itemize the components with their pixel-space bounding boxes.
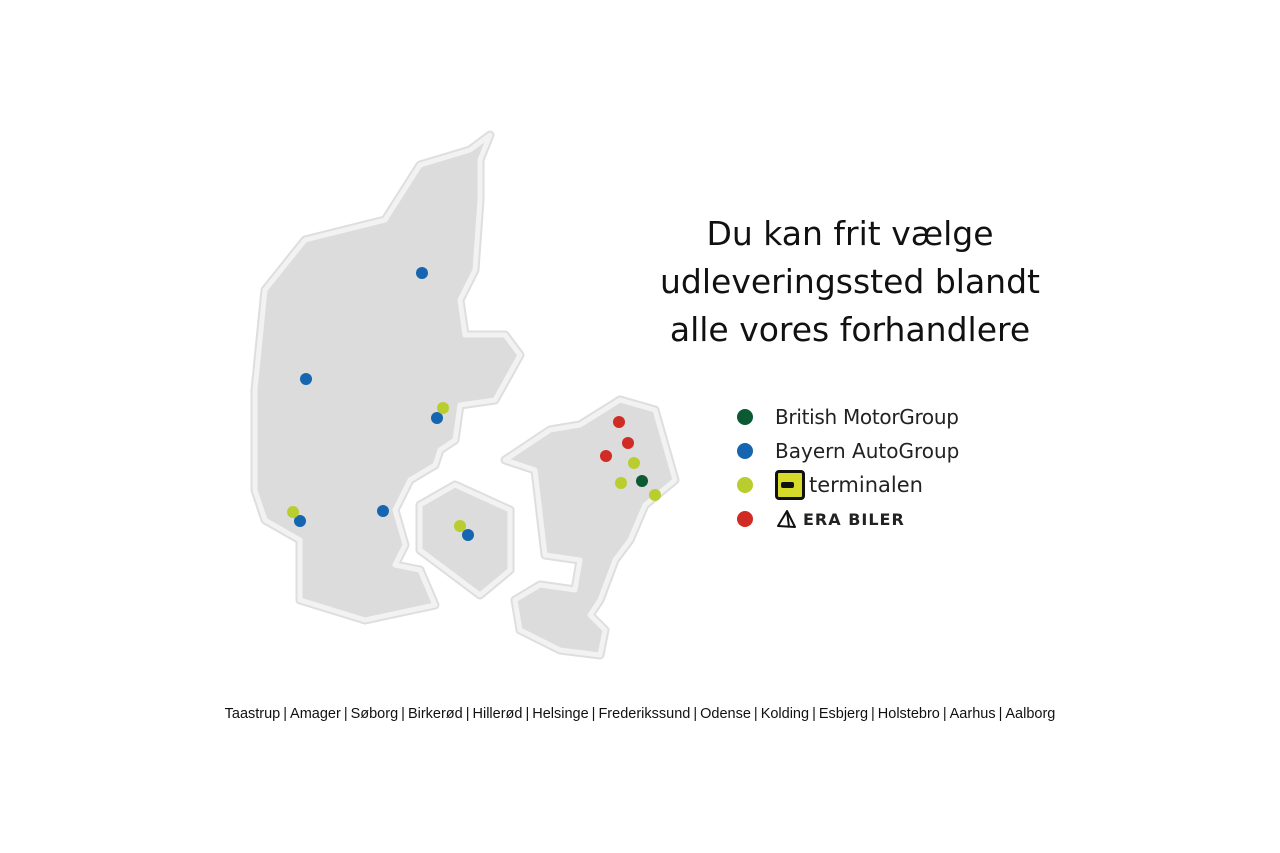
headline-line: alle vores forhandlere [669, 310, 1031, 349]
terminalen-brand: terminalen [775, 470, 923, 500]
city-name: Aarhus [949, 706, 996, 722]
legend-label: Bayern AutoGroup [775, 439, 960, 463]
dealer-marker [300, 373, 312, 385]
city-name: Odense [700, 706, 751, 722]
legend-dot [737, 409, 753, 425]
city-separator: | [871, 706, 875, 722]
dealer-marker [294, 515, 306, 527]
legend-dot [737, 477, 753, 493]
legend-item-bayern-autogroup: Bayern AutoGroup [737, 434, 959, 468]
dealer-marker [615, 477, 627, 489]
legend-item-british-motorgroup: British MotorGroup [737, 400, 959, 434]
legend-label: terminalen [809, 473, 923, 497]
city-list: Taastrup | Amager | Søborg | Birkerød | Hillerød… [0, 706, 1280, 722]
era-brand: ERA BILER [775, 509, 905, 529]
legend-dot [737, 443, 753, 459]
headline: Du kan frit vælge udleveringssted blandt… [620, 210, 1080, 354]
legend-label: ERA BILER [803, 509, 905, 529]
city-separator: | [591, 706, 596, 722]
city-separator: | [942, 706, 947, 722]
city-separator: | [693, 706, 698, 722]
dealer-marker [613, 416, 625, 428]
city-name: Helsinge [532, 706, 589, 722]
city-name: Kolding [760, 706, 810, 722]
city-separator: | [283, 706, 288, 722]
city-name: Aalborg [1005, 706, 1056, 722]
terminalen-logo-icon [775, 470, 805, 500]
city-separator: | [401, 706, 405, 722]
dealer-marker [437, 402, 449, 414]
city-separator: | [812, 706, 816, 722]
legend-dot [737, 511, 753, 527]
city-name: Birkerød [407, 706, 463, 722]
region-jylland [250, 130, 525, 625]
dealer-marker [649, 489, 661, 501]
city-name: Esbjerg [818, 706, 869, 722]
dealer-marker [628, 457, 640, 469]
dealer-marker [600, 450, 612, 462]
city-separator: | [343, 706, 348, 722]
region-sjaelland [500, 395, 680, 660]
city-name: Amager [290, 706, 341, 722]
legend: British MotorGroup Bayern AutoGroup term… [737, 400, 959, 536]
city-separator: | [465, 706, 470, 722]
legend-label: British MotorGroup [775, 405, 959, 429]
dealer-marker [287, 506, 299, 518]
dealer-marker [377, 505, 389, 517]
dealer-marker [462, 529, 474, 541]
city-name: Taastrup [224, 706, 281, 722]
city-name: Holstebro [877, 706, 940, 722]
legend-item-era-biler: ERA BILER [737, 502, 959, 536]
city-name: Hillerød [472, 706, 523, 722]
city-name: Søborg [350, 706, 399, 722]
dealer-marker [622, 437, 634, 449]
city-name: Frederikssund [598, 706, 691, 722]
dealer-marker [454, 520, 466, 532]
headline-line: Du kan frit vælge [706, 214, 994, 253]
dealer-markers [287, 267, 661, 541]
dealer-marker [431, 412, 443, 424]
era-triangle-logo-icon [777, 510, 796, 528]
dealer-marker [636, 475, 648, 487]
city-separator: | [525, 706, 530, 722]
city-separator: | [998, 706, 1003, 722]
city-separator: | [753, 706, 758, 722]
dealer-marker [416, 267, 428, 279]
legend-item-terminalen: terminalen [737, 468, 959, 502]
headline-line: udleveringssted blandt [660, 262, 1040, 301]
